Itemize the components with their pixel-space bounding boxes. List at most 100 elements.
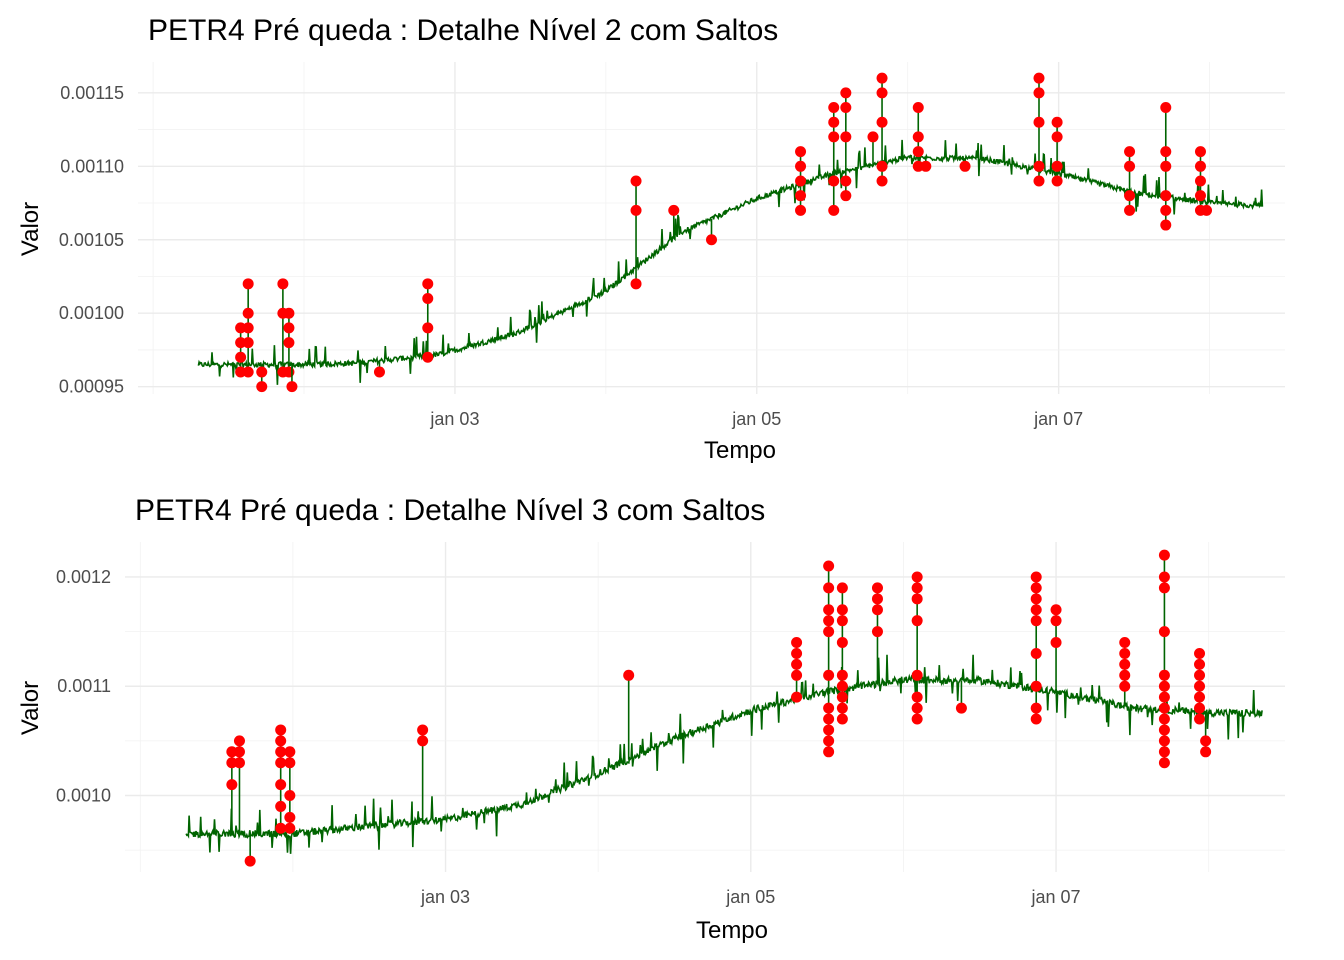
jump-point bbox=[1030, 604, 1042, 616]
jump-point bbox=[795, 204, 807, 216]
jump-point bbox=[876, 175, 888, 187]
jump-point bbox=[284, 757, 296, 769]
jump-point bbox=[1030, 582, 1042, 594]
jump-point bbox=[791, 637, 803, 649]
jump-point bbox=[823, 626, 835, 638]
jump-point bbox=[911, 669, 923, 681]
jump-point bbox=[1119, 658, 1131, 670]
jump-point bbox=[1160, 190, 1172, 202]
jump-point bbox=[1051, 131, 1063, 143]
jump-point bbox=[235, 351, 247, 363]
jump-point bbox=[1050, 604, 1062, 616]
jump-point bbox=[422, 293, 434, 305]
jump-point bbox=[1119, 647, 1131, 659]
y-axis-title: Valor bbox=[17, 202, 44, 256]
chart-panel-level-2: PETR4 Pré queda : Detalhe Nível 2 com Sa… bbox=[17, 14, 1285, 464]
jump-point bbox=[275, 746, 287, 758]
jump-point bbox=[235, 337, 247, 349]
jump-point bbox=[836, 604, 848, 616]
jump-point bbox=[1030, 713, 1042, 725]
jump-point bbox=[623, 669, 635, 681]
jump-point bbox=[828, 116, 840, 128]
x-axis-title: Tempo bbox=[696, 917, 768, 944]
jump-point bbox=[1160, 160, 1172, 172]
jump-point bbox=[275, 757, 287, 769]
x-tick-label: jan 03 bbox=[429, 409, 479, 429]
jump-point bbox=[836, 713, 848, 725]
y-tick-label: 0.00115 bbox=[60, 83, 124, 103]
jump-point bbox=[791, 647, 803, 659]
jump-point bbox=[871, 604, 883, 616]
jump-point bbox=[233, 746, 245, 758]
y-tick-label: 0.0011 bbox=[57, 676, 111, 696]
jump-point bbox=[1160, 146, 1172, 158]
jump-point bbox=[1124, 204, 1136, 216]
axis-ticks: 0.0010 0.0011 0.0012 jan 03 jan 05 jan 07 bbox=[56, 567, 1081, 907]
jump-point bbox=[417, 735, 429, 747]
jump-point bbox=[836, 680, 848, 692]
jump-point bbox=[283, 366, 295, 378]
jump-point bbox=[275, 724, 287, 736]
jump-point bbox=[1124, 160, 1136, 172]
jump-point bbox=[1194, 702, 1206, 714]
jump-point bbox=[795, 175, 807, 187]
jump-point bbox=[1030, 571, 1042, 583]
jump-point bbox=[1050, 637, 1062, 649]
jump-point bbox=[823, 724, 835, 736]
jump-point bbox=[911, 582, 923, 594]
x-tick-label: jan 07 bbox=[1031, 887, 1081, 907]
jump-point bbox=[823, 746, 835, 758]
x-axis-title: Tempo bbox=[704, 437, 776, 464]
jump-point bbox=[233, 757, 245, 769]
jump-point bbox=[911, 571, 923, 583]
jump-point bbox=[823, 582, 835, 594]
jump-point bbox=[1194, 160, 1206, 172]
jump-point bbox=[823, 615, 835, 627]
series-group bbox=[197, 139, 1264, 385]
jump-point bbox=[422, 322, 434, 334]
jump-point bbox=[795, 146, 807, 158]
jump-point bbox=[955, 702, 967, 714]
jump-point bbox=[275, 779, 287, 791]
jump-point bbox=[256, 381, 268, 393]
jump-point bbox=[275, 735, 287, 747]
jump-point bbox=[284, 746, 296, 758]
jump-point bbox=[630, 204, 642, 216]
jump-point bbox=[871, 593, 883, 605]
jump-point bbox=[1051, 175, 1063, 187]
x-tick-label: jan 05 bbox=[731, 409, 781, 429]
jump-point bbox=[1033, 160, 1045, 172]
gridlines bbox=[125, 542, 1285, 872]
jump-point bbox=[836, 582, 848, 594]
jump-point bbox=[284, 790, 296, 802]
jump-point bbox=[959, 160, 971, 172]
jump-point bbox=[242, 322, 254, 334]
y-tick-label: 0.0012 bbox=[56, 567, 111, 587]
jump-point bbox=[1160, 219, 1172, 231]
jump-point bbox=[1194, 146, 1206, 158]
jump-point bbox=[1158, 571, 1170, 583]
jump-point bbox=[1201, 204, 1213, 216]
jump-point bbox=[1158, 724, 1170, 736]
jump-point bbox=[1158, 626, 1170, 638]
jump-point bbox=[795, 160, 807, 172]
jump-point bbox=[226, 757, 238, 769]
jump-point bbox=[823, 735, 835, 747]
jump-point bbox=[876, 72, 888, 84]
jump-point bbox=[1160, 204, 1172, 216]
jump-point bbox=[1158, 669, 1170, 681]
jump-point bbox=[911, 691, 923, 703]
jump-point bbox=[1158, 713, 1170, 725]
jump-point bbox=[1194, 190, 1206, 202]
chart-panel-level-3: PETR4 Pré queda : Detalhe Nível 3 com Sa… bbox=[17, 494, 1285, 944]
jump-point bbox=[1030, 702, 1042, 714]
jump-point bbox=[1158, 746, 1170, 758]
jump-point bbox=[1119, 669, 1131, 681]
price-series-line bbox=[185, 654, 1263, 854]
jump-point bbox=[1158, 680, 1170, 692]
jump-point bbox=[1200, 746, 1212, 758]
jump-point bbox=[836, 702, 848, 714]
jump-point bbox=[1160, 102, 1172, 114]
jump-point bbox=[1033, 72, 1045, 84]
